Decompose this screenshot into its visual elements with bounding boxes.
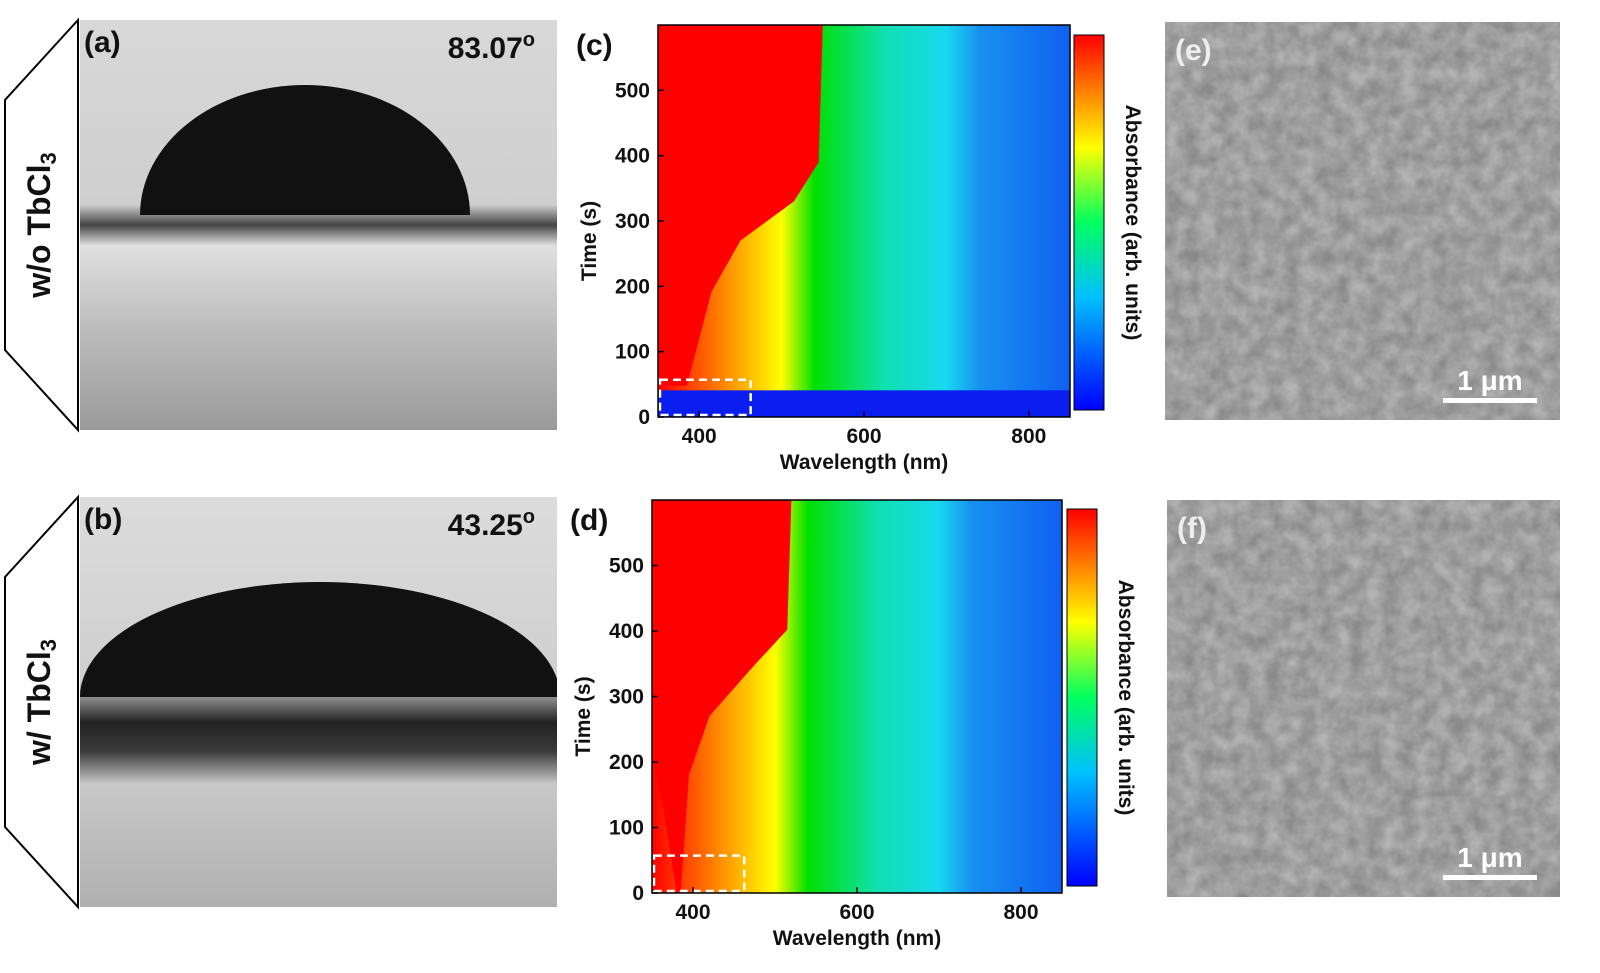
- y-tick-label: 200: [615, 275, 650, 298]
- contact-angle: 83.07o: [448, 29, 535, 65]
- scale-bar-label: 1 μm: [1457, 365, 1522, 396]
- highlight-box: [652, 854, 746, 893]
- x-tick-label: 800: [1011, 425, 1046, 448]
- contact-angle-photo: [80, 497, 557, 907]
- x-axis-label: Wavelength (nm): [780, 451, 948, 474]
- tab: [4, 17, 79, 433]
- y-tick-label: 400: [609, 620, 644, 643]
- droplet: [80, 582, 557, 697]
- droplet: [140, 85, 470, 215]
- contact-angle-photo: [80, 20, 557, 430]
- saturated-region: [652, 500, 792, 893]
- panel-label: (f): [1177, 512, 1207, 545]
- sample-name: w/o TbCl: [21, 164, 57, 298]
- sample-subscript: 3: [36, 152, 61, 164]
- x-tick-label: 600: [839, 901, 874, 924]
- y-axis-label: Time (s): [578, 201, 601, 281]
- colorbar: [1066, 508, 1098, 887]
- angle-value: 43.25: [448, 509, 523, 542]
- y-tick-label: 300: [615, 210, 650, 233]
- scale-bar-label: 1 μm: [1457, 842, 1522, 873]
- scale-bar: [1443, 875, 1537, 880]
- angle-value: 83.07: [448, 32, 523, 65]
- sample-label: w/o TbCl3: [21, 152, 60, 299]
- y-tick-label: 0: [632, 882, 644, 905]
- sample-subscript: 3: [36, 639, 61, 651]
- highlight-box: [658, 378, 752, 417]
- y-tick-label: 500: [615, 79, 650, 102]
- x-axis-label: Wavelength (nm): [773, 927, 941, 950]
- panel-label: (d): [570, 504, 608, 537]
- y-tick-label: 500: [609, 555, 644, 578]
- y-tick-label: 200: [609, 751, 644, 774]
- y-tick-label: 300: [609, 686, 644, 709]
- x-tick-label: 400: [682, 425, 717, 448]
- y-tick-label: 400: [615, 145, 650, 168]
- y-tick-label: 100: [615, 341, 650, 364]
- x-tick-label: 800: [1003, 901, 1038, 924]
- y-axis-label: Time (s): [572, 676, 595, 756]
- panel-label: (b): [84, 503, 122, 536]
- panel-label: (c): [576, 29, 613, 62]
- scale-bar: [1443, 398, 1537, 403]
- sample-label: w/ TbCl3: [21, 639, 60, 766]
- colorbar-label: Absorbance (arb. units): [1114, 580, 1137, 816]
- x-tick-label: 600: [846, 425, 881, 448]
- y-tick-label: 0: [638, 406, 650, 429]
- sample-tabs: [4, 17, 79, 910]
- angle-unit: o: [523, 506, 535, 528]
- sem-texture: [1167, 500, 1560, 897]
- saturated-region: [658, 25, 823, 386]
- panel-label: (e): [1175, 34, 1212, 67]
- colorbar-label: Absorbance (arb. units): [1121, 105, 1144, 341]
- sem-texture: [1165, 22, 1560, 420]
- tab: [4, 494, 79, 910]
- y-tick-label: 100: [609, 817, 644, 840]
- contact-angle: 43.25o: [448, 506, 535, 542]
- colorbar: [1073, 34, 1105, 411]
- angle-unit: o: [523, 29, 535, 51]
- x-tick-label: 400: [675, 901, 710, 924]
- panel-label: (a): [84, 26, 121, 59]
- sample-name: w/ TbCl: [21, 651, 57, 766]
